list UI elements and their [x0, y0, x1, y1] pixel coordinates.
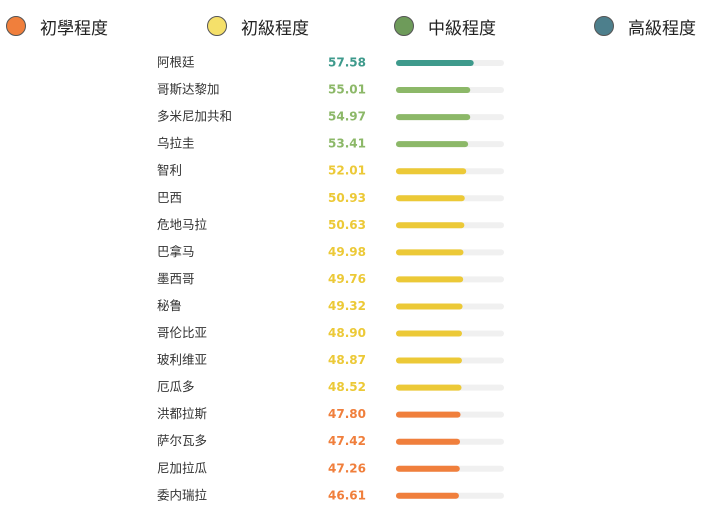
legend-dot-advanced: [594, 16, 614, 36]
bar: [396, 222, 465, 229]
value-label: 50.63: [328, 218, 366, 232]
country-label: 哥斯达黎加: [157, 82, 220, 97]
value-label: 49.98: [328, 245, 366, 259]
legend-label-advanced: 高級程度: [628, 18, 696, 39]
bar: [396, 492, 459, 499]
legend: 初學程度 初級程度 中級程度 高級程度: [0, 0, 716, 50]
bar: [396, 276, 464, 283]
country-label: 洪都拉斯: [157, 406, 207, 421]
value-label: 48.87: [328, 353, 366, 367]
value-label: 52.01: [328, 164, 366, 178]
country-label: 多米尼加共和: [157, 109, 232, 124]
bar: [396, 384, 462, 391]
legend-dot-beginner: [6, 16, 26, 36]
country-label: 巴西: [157, 190, 182, 205]
legend-label-intermediate: 中級程度: [428, 18, 496, 39]
value-label: 50.93: [328, 191, 366, 205]
legend-item-intermediate: 中級程度: [394, 12, 496, 40]
bar: [396, 249, 464, 256]
country-label: 秘鲁: [157, 298, 182, 313]
legend-item-elementary: 初級程度: [207, 12, 309, 40]
country-label: 尼加拉瓜: [157, 460, 208, 475]
country-label: 危地马拉: [157, 217, 208, 232]
bar: [396, 168, 467, 175]
country-label: 巴拿马: [157, 244, 195, 259]
value-label: 49.76: [328, 272, 366, 286]
value-label: 46.61: [328, 488, 366, 502]
country-label: 乌拉圭: [157, 136, 195, 151]
country-label: 哥伦比亚: [157, 325, 207, 340]
bar: [396, 195, 465, 202]
country-label: 阿根廷: [157, 55, 195, 70]
value-label: 47.26: [328, 461, 366, 475]
legend-item-beginner: 初學程度: [6, 12, 108, 40]
value-label: 49.32: [328, 299, 366, 313]
bar: [396, 114, 471, 121]
value-label: 57.58: [328, 56, 366, 70]
legend-label-elementary: 初級程度: [241, 18, 309, 39]
value-label: 48.90: [328, 326, 366, 340]
bar: [396, 438, 461, 445]
bar: [396, 303, 463, 310]
country-label: 玻利维亚: [157, 352, 207, 367]
bar: [396, 465, 460, 472]
bar: [396, 330, 463, 337]
bar: [396, 87, 471, 94]
bar: [396, 141, 469, 148]
country-label: 墨西哥: [157, 271, 195, 286]
bar: [396, 60, 474, 66]
legend-dot-elementary: [207, 16, 227, 36]
value-label: 54.97: [328, 110, 366, 124]
country-label: 萨尔瓦多: [157, 433, 207, 448]
bar: [396, 411, 461, 418]
legend-item-advanced: 高級程度: [594, 12, 696, 40]
value-label: 47.80: [328, 407, 366, 421]
value-label: 53.41: [328, 137, 366, 151]
country-label: 智利: [157, 163, 182, 178]
value-label: 47.42: [328, 434, 366, 448]
country-label: 厄瓜多: [157, 379, 195, 394]
value-label: 48.52: [328, 380, 366, 394]
country-label: 委内瑞拉: [157, 487, 208, 502]
bar: [396, 357, 462, 364]
value-label: 55.01: [328, 83, 366, 97]
legend-dot-intermediate: [394, 16, 414, 36]
legend-label-beginner: 初學程度: [40, 18, 108, 39]
